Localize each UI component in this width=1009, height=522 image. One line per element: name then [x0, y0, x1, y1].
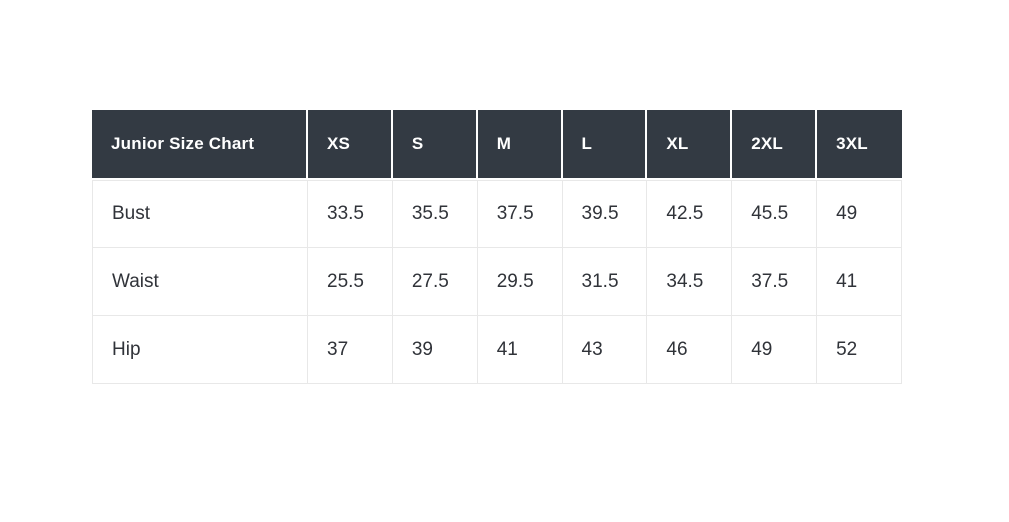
table-cell: 49	[732, 316, 818, 384]
table-cell: 46	[647, 316, 733, 384]
table-cell: 29.5	[477, 248, 563, 316]
table-cell: 49	[817, 180, 902, 248]
table-cell: 41	[477, 316, 563, 384]
header-row: Junior Size Chart XS S M L XL 2XL 3XL	[92, 110, 902, 180]
row-label-waist: Waist	[92, 248, 308, 316]
table-row-hip: Hip 37 39 41 43 46 49 52	[92, 316, 902, 384]
table-row-waist: Waist 25.5 27.5 29.5 31.5 34.5 37.5 41	[92, 248, 902, 316]
column-header-xl: XL	[647, 110, 733, 180]
table-cell: 35.5	[392, 180, 478, 248]
table-cell: 31.5	[562, 248, 648, 316]
table-cell: 52	[817, 316, 902, 384]
table-cell: 39.5	[562, 180, 648, 248]
table-row-bust: Bust 33.5 35.5 37.5 39.5 42.5 45.5 49	[92, 180, 902, 248]
column-header-s: S	[392, 110, 478, 180]
table-cell: 37.5	[732, 248, 818, 316]
table-cell: 43	[562, 316, 648, 384]
row-label-bust: Bust	[92, 180, 308, 248]
table-cell: 42.5	[647, 180, 733, 248]
table-header: Junior Size Chart XS S M L XL 2XL 3XL	[92, 110, 902, 180]
table-cell: 34.5	[647, 248, 733, 316]
column-header-2xl: 2XL	[732, 110, 818, 180]
table-title: Junior Size Chart	[92, 110, 308, 180]
row-label-hip: Hip	[92, 316, 308, 384]
table-cell: 37	[308, 316, 393, 384]
column-header-3xl: 3XL	[817, 110, 902, 180]
column-header-m: M	[477, 110, 563, 180]
table-cell: 33.5	[308, 180, 393, 248]
table-cell: 27.5	[392, 248, 478, 316]
table-cell: 39	[392, 316, 478, 384]
table-cell: 41	[817, 248, 902, 316]
column-header-xs: XS	[308, 110, 393, 180]
table-body: Bust 33.5 35.5 37.5 39.5 42.5 45.5 49 Wa…	[92, 180, 902, 384]
table-cell: 45.5	[732, 180, 818, 248]
table-cell: 25.5	[308, 248, 393, 316]
column-header-l: L	[562, 110, 648, 180]
junior-size-chart-table: Junior Size Chart XS S M L XL 2XL 3XL Bu…	[92, 110, 902, 384]
table-cell: 37.5	[477, 180, 563, 248]
